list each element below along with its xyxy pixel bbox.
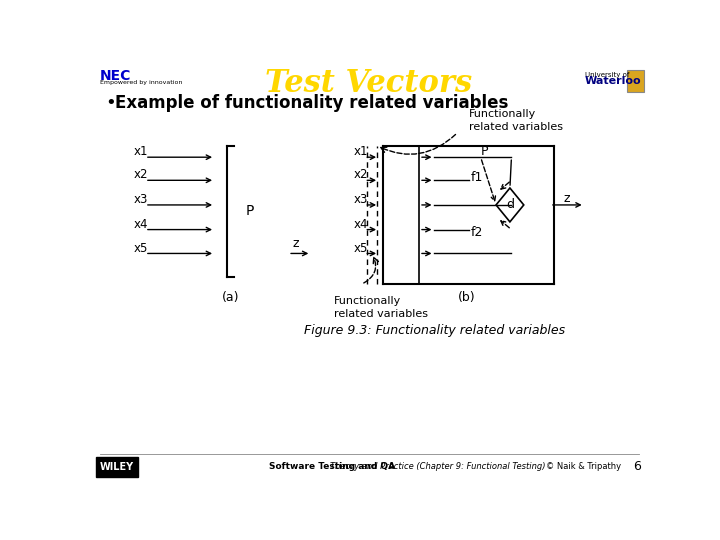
Text: x4: x4 bbox=[354, 218, 368, 231]
Text: (a): (a) bbox=[222, 291, 239, 304]
Text: z: z bbox=[564, 192, 570, 205]
Text: Empowered by innovation: Empowered by innovation bbox=[99, 80, 182, 85]
Text: Test Vectors: Test Vectors bbox=[266, 68, 472, 99]
Text: Software Testing and QA: Software Testing and QA bbox=[269, 462, 395, 471]
FancyBboxPatch shape bbox=[96, 457, 138, 477]
Text: Functionally
related variables: Functionally related variables bbox=[469, 109, 563, 132]
FancyBboxPatch shape bbox=[627, 70, 644, 92]
Text: Figure 9.3: Functionality related variables: Figure 9.3: Functionality related variab… bbox=[304, 324, 564, 337]
Text: x5: x5 bbox=[354, 241, 368, 254]
Text: NEC: NEC bbox=[99, 69, 131, 83]
Text: University of: University of bbox=[585, 72, 629, 78]
Text: Functionally
related variables: Functionally related variables bbox=[334, 296, 428, 319]
Text: x2: x2 bbox=[354, 168, 368, 181]
Text: (b): (b) bbox=[458, 291, 476, 304]
Text: P: P bbox=[481, 145, 488, 158]
Text: © Naik & Tripathy: © Naik & Tripathy bbox=[546, 462, 621, 471]
Text: f1: f1 bbox=[471, 172, 483, 185]
Text: x3: x3 bbox=[134, 193, 148, 206]
Text: x1: x1 bbox=[134, 145, 148, 158]
Text: Example of functionality related variables: Example of functionality related variabl… bbox=[115, 94, 508, 112]
Text: WILEY: WILEY bbox=[99, 462, 133, 472]
Text: x3: x3 bbox=[354, 193, 368, 206]
Text: x1: x1 bbox=[354, 145, 368, 158]
Text: x4: x4 bbox=[134, 218, 148, 231]
Text: x2: x2 bbox=[134, 168, 148, 181]
Text: x5: x5 bbox=[134, 241, 148, 254]
Text: •: • bbox=[106, 94, 117, 112]
Text: d: d bbox=[506, 198, 514, 212]
Text: f2: f2 bbox=[471, 226, 483, 239]
Text: z: z bbox=[292, 237, 299, 250]
Text: Waterloo: Waterloo bbox=[585, 76, 642, 86]
Text: 6: 6 bbox=[633, 460, 641, 473]
Text: P: P bbox=[246, 204, 254, 218]
Text: Theory and Practice (Chapter 9: Functional Testing): Theory and Practice (Chapter 9: Function… bbox=[330, 462, 546, 471]
